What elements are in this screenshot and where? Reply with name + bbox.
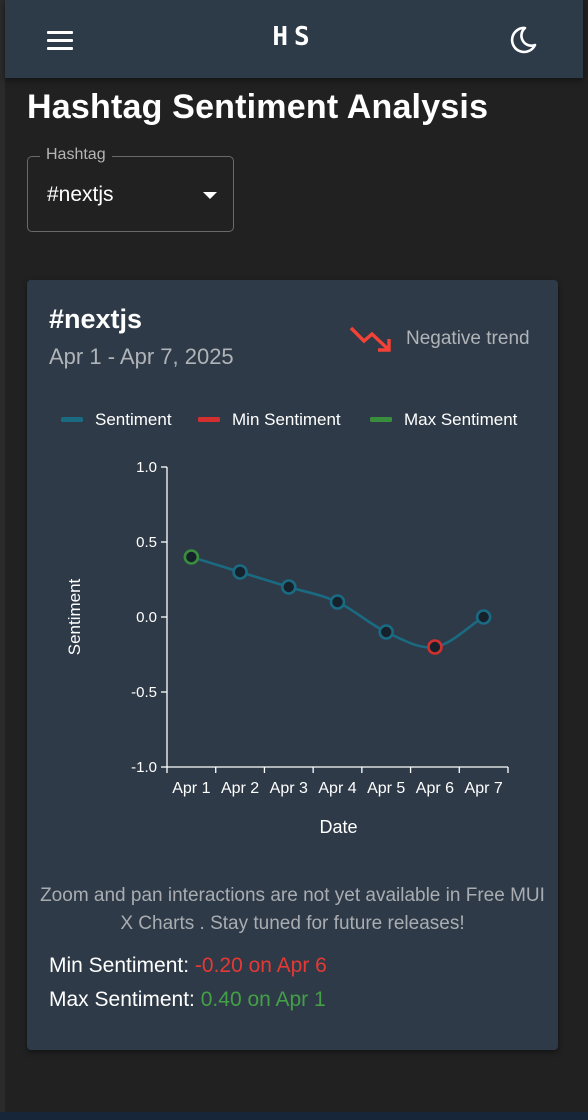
data-point — [282, 581, 295, 594]
y-axis-label: Sentiment — [65, 578, 84, 655]
legend-swatch — [370, 417, 392, 422]
y-tick-label: 0.0 — [136, 609, 157, 626]
legend-label: Max Sentiment — [404, 410, 518, 429]
x-axis: Apr 1 Apr 2 Apr 3 Apr 4 Apr 5 Apr 6 Apr 7 Date — [167, 767, 508, 837]
data-point — [380, 626, 393, 639]
x-tick-label: Apr 6 — [416, 780, 454, 797]
window-edge — [0, 0, 5, 1120]
y-tick-label: 0.5 — [136, 534, 157, 551]
max-sentiment-stat: Max Sentiment: 0.40 on Apr 1 — [49, 988, 326, 1012]
data-point — [234, 566, 247, 579]
hashtag-select-value: #nextjs — [47, 183, 114, 207]
max-sentiment-label: Max Sentiment: — [49, 988, 195, 1011]
app-bar: HS — [5, 0, 583, 78]
theme-toggle-button[interactable] — [501, 18, 545, 62]
legend-swatch — [198, 417, 220, 422]
app-logo[interactable]: HS — [5, 22, 583, 52]
hashtag-select[interactable]: Hashtag #nextjs — [27, 156, 234, 232]
data-point — [477, 611, 490, 624]
x-tick-label: Apr 5 — [367, 780, 405, 797]
min-sentiment-label: Min Sentiment: — [49, 954, 189, 977]
x-axis-label: Date — [319, 817, 357, 837]
bottom-edge — [0, 1112, 588, 1120]
caret-down-icon — [203, 192, 217, 199]
min-sentiment-stat: Min Sentiment: -0.20 on Apr 6 — [49, 954, 327, 978]
sentiment-chart[interactable]: Sentiment Min Sentiment Max Sentiment 1.0 0… — [27, 280, 558, 880]
max-sentiment-point — [185, 551, 198, 564]
x-tick-label: Apr 3 — [270, 780, 308, 797]
x-tick-label: Apr 1 — [172, 780, 210, 797]
chart-notice: Zoom and pan interactions are not yet av… — [39, 882, 546, 938]
y-tick-label: 1.0 — [136, 459, 157, 476]
x-tick-label: Apr 4 — [318, 780, 356, 797]
chart-legend: Sentiment Min Sentiment Max Sentiment — [61, 410, 518, 429]
legend-swatch — [61, 417, 83, 422]
max-sentiment-value: 0.40 on Apr 1 — [201, 988, 326, 1011]
legend-label: Min Sentiment — [232, 410, 341, 429]
y-axis: 1.0 0.5 0.0 -0.5 -1.0 Sentiment — [65, 459, 167, 776]
sentiment-series — [185, 551, 490, 654]
hashtag-select-label: Hashtag — [40, 146, 112, 164]
data-point — [331, 596, 344, 609]
x-tick-label: Apr 7 — [465, 780, 503, 797]
x-tick-label: Apr 2 — [221, 780, 259, 797]
page-title: Hashtag Sentiment Analysis — [27, 88, 488, 127]
moon-icon — [501, 18, 545, 62]
y-tick-label: -1.0 — [131, 759, 157, 776]
legend-label: Sentiment — [95, 410, 172, 429]
sentiment-card: #nextjs Apr 1 - Apr 7, 2025 Negative tre… — [27, 280, 558, 1050]
min-sentiment-value: -0.20 on Apr 6 — [195, 954, 327, 977]
y-tick-label: -0.5 — [131, 684, 157, 701]
min-sentiment-point — [428, 641, 441, 654]
